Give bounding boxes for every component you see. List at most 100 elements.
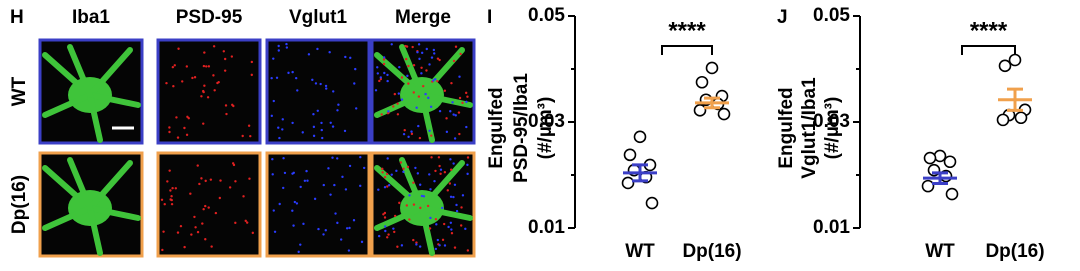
puncta — [292, 171, 295, 175]
data-point — [693, 104, 707, 117]
puncta — [362, 166, 366, 170]
puncta — [393, 230, 396, 234]
y-axis-label: (#/µm³) — [535, 97, 556, 160]
puncta — [385, 172, 389, 176]
puncta — [386, 185, 389, 188]
puncta — [450, 228, 453, 231]
puncta — [173, 64, 176, 67]
puncta — [249, 134, 252, 138]
column-header: Iba1 — [72, 7, 110, 28]
puncta — [271, 158, 274, 161]
puncta — [172, 85, 175, 88]
puncta — [459, 52, 462, 56]
puncta — [230, 55, 234, 58]
puncta — [411, 45, 414, 49]
puncta — [344, 55, 347, 59]
data-point — [1008, 53, 1022, 67]
puncta — [420, 51, 424, 55]
puncta — [329, 121, 332, 125]
puncta — [458, 96, 462, 100]
puncta — [460, 206, 463, 209]
puncta — [317, 227, 320, 231]
puncta — [336, 221, 339, 225]
puncta — [426, 204, 430, 208]
micrograph — [156, 38, 262, 145]
puncta — [176, 231, 180, 234]
puncta — [396, 245, 399, 248]
process — [87, 47, 133, 98]
puncta — [231, 103, 234, 107]
puncta — [198, 182, 201, 186]
process — [419, 205, 435, 256]
puncta — [345, 227, 349, 230]
micrograph-content — [374, 156, 473, 256]
data-point — [921, 179, 935, 193]
puncta — [232, 163, 236, 167]
puncta — [390, 43, 393, 46]
puncta — [434, 169, 437, 173]
puncta — [457, 111, 461, 114]
process — [42, 165, 93, 211]
column-header: PSD-95 — [176, 7, 243, 28]
puncta — [301, 131, 304, 134]
puncta — [452, 113, 455, 116]
puncta — [359, 184, 362, 188]
panel-letter: I — [487, 7, 492, 28]
puncta — [360, 240, 364, 244]
puncta — [422, 84, 425, 88]
micrograph — [265, 38, 371, 145]
puncta — [224, 104, 228, 107]
puncta — [234, 180, 237, 183]
puncta — [420, 66, 423, 70]
puncta — [420, 194, 424, 198]
puncta — [412, 203, 416, 206]
puncta — [403, 129, 406, 132]
puncta — [392, 105, 395, 108]
puncta — [438, 164, 441, 168]
puncta — [282, 186, 285, 190]
puncta — [377, 188, 380, 191]
process — [67, 44, 93, 98]
puncta — [312, 112, 315, 116]
error-bar — [632, 163, 648, 183]
puncta — [193, 76, 197, 79]
puncta — [386, 79, 389, 83]
puncta — [399, 161, 403, 164]
puncta — [430, 134, 433, 137]
puncta — [458, 132, 461, 136]
puncta — [196, 164, 199, 167]
puncta — [439, 172, 442, 176]
puncta — [455, 209, 459, 213]
puncta — [296, 89, 299, 92]
puncta — [438, 109, 442, 113]
puncta — [412, 64, 416, 67]
puncta — [428, 129, 431, 132]
puncta — [393, 92, 397, 96]
puncta — [201, 89, 205, 93]
puncta — [384, 225, 387, 228]
puncta — [464, 227, 467, 231]
puncta — [445, 130, 449, 134]
puncta — [217, 80, 220, 84]
data-point — [996, 113, 1010, 127]
process — [419, 160, 465, 211]
y-axis-label: (#/µm³) — [822, 97, 843, 160]
puncta — [209, 178, 213, 181]
puncta — [422, 195, 426, 198]
puncta — [320, 121, 323, 125]
puncta — [348, 164, 352, 168]
puncta — [438, 58, 441, 62]
micrograph-content — [165, 45, 254, 139]
x-tick-label: WT — [625, 241, 655, 262]
puncta — [359, 155, 362, 159]
puncta — [314, 82, 318, 85]
puncta — [200, 95, 203, 98]
puncta — [446, 189, 449, 192]
puncta — [464, 91, 468, 95]
puncta — [449, 221, 453, 224]
data-point — [623, 148, 637, 162]
error-bar — [1007, 87, 1023, 112]
puncta — [376, 72, 380, 75]
puncta — [454, 114, 457, 117]
puncta — [162, 230, 165, 233]
